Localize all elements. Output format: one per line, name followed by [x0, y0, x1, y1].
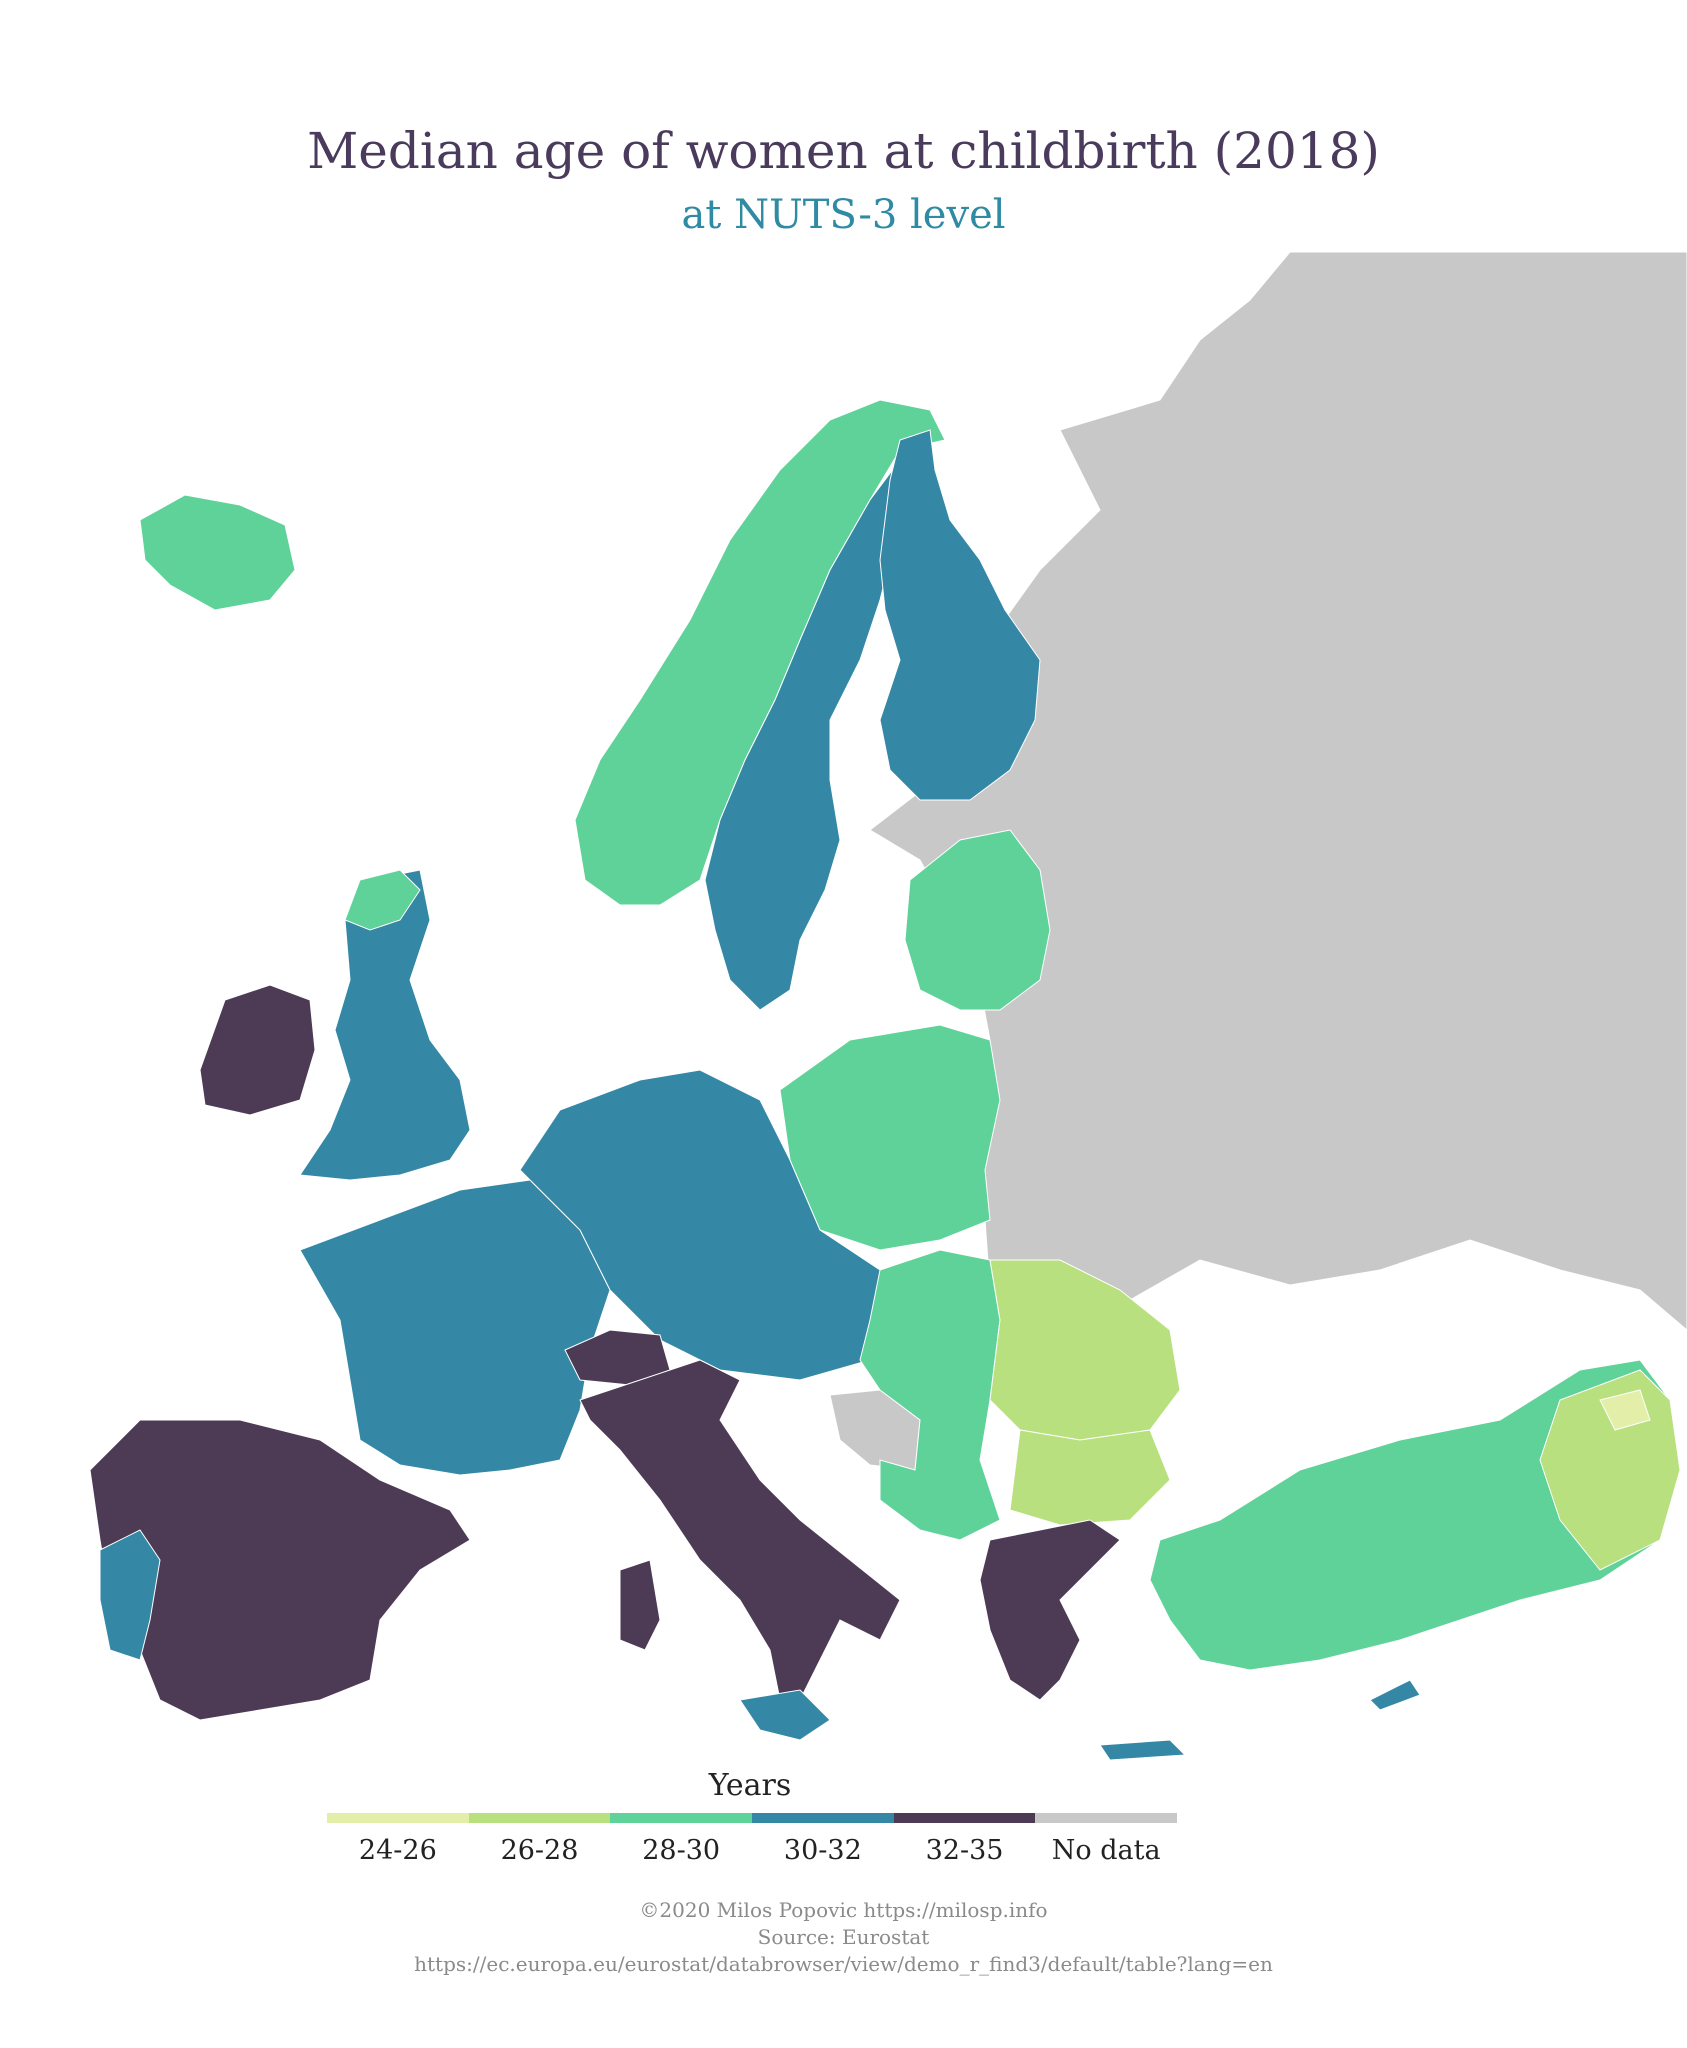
region-poland — [779, 1024, 1001, 1251]
credit-author: ©2020 Milos Popovic https://milosp.info — [639, 1898, 1048, 1922]
map-subtitle: at NUTS-3 level — [681, 192, 1006, 238]
legend-swatch-32-35 — [893, 1813, 1036, 1823]
legend-label: 24-26 — [358, 1835, 437, 1866]
legend-label: 30-32 — [783, 1835, 862, 1866]
region-cyprus — [1369, 1679, 1421, 1711]
legend-swatch-24-26 — [327, 1813, 469, 1823]
region-scotland — [344, 869, 421, 931]
region-france — [299, 1179, 611, 1476]
region-russia-east — [869, 251, 1687, 1331]
legend-title: Years — [708, 1768, 792, 1803]
legend-label: 28-30 — [642, 1835, 721, 1866]
legend-swatch-26-28 — [468, 1813, 611, 1823]
legend-swatch-30-32 — [752, 1813, 894, 1823]
map-title: Median age of women at childbirth (2018) — [307, 122, 1380, 180]
region-crete — [1099, 1739, 1187, 1761]
legend-label: No data — [1051, 1835, 1161, 1866]
region-finland — [879, 429, 1041, 801]
credit-source: Source: Eurostat — [757, 1925, 930, 1949]
legend-swatch-28-30 — [610, 1813, 753, 1823]
region-baltics — [904, 829, 1051, 1011]
region-greece — [979, 1519, 1121, 1701]
region-uk — [299, 869, 471, 1181]
region-sicily — [739, 1689, 831, 1741]
region-italy — [579, 1359, 901, 1701]
legend-labels: 24-26 26-28 28-30 30-32 32-35 No data — [327, 1835, 1177, 1866]
credit-url: https://ec.europa.eu/eurostat/databrowse… — [414, 1952, 1273, 1976]
region-portugal — [99, 1529, 161, 1661]
region-iceland — [139, 494, 296, 611]
region-turkey-far-east — [1599, 1389, 1651, 1431]
legend-color-bar — [327, 1813, 1178, 1823]
legend-label: 26-28 — [500, 1835, 579, 1866]
region-sweden — [704, 458, 901, 1011]
region-sardinia — [619, 1559, 661, 1651]
credits: ©2020 Milos Popovic https://milosp.info … — [0, 1897, 1687, 1978]
region-bulgaria — [1009, 1429, 1171, 1526]
region-ireland — [199, 984, 316, 1116]
legend-label: 32-35 — [925, 1835, 1004, 1866]
europe-map — [89, 251, 1687, 1761]
legend-swatch-no-data — [1035, 1813, 1178, 1823]
